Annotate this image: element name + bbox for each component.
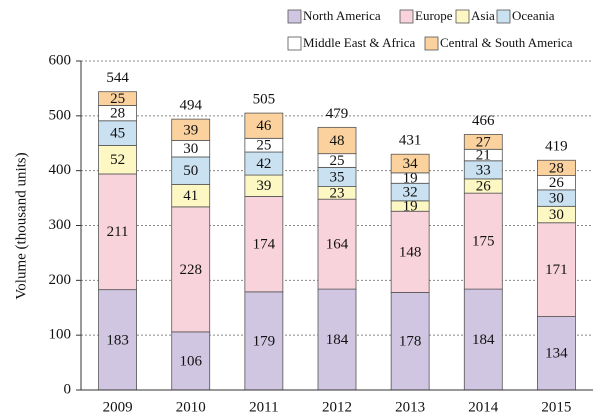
total-label: 494 xyxy=(179,98,202,114)
data-label: 27 xyxy=(476,134,492,150)
data-label: 28 xyxy=(110,106,125,122)
data-label: 148 xyxy=(399,244,422,260)
data-label: 45 xyxy=(110,126,125,142)
data-label: 30 xyxy=(549,207,564,223)
legend-label: North America xyxy=(303,8,381,23)
data-label: 48 xyxy=(330,133,345,149)
data-label: 50 xyxy=(183,163,198,179)
total-label: 479 xyxy=(326,106,349,122)
bar-segment xyxy=(98,145,137,175)
data-label: 35 xyxy=(330,169,345,185)
data-label: 134 xyxy=(545,346,568,362)
data-label: 178 xyxy=(399,334,422,350)
data-label: 171 xyxy=(545,262,568,278)
data-label: 26 xyxy=(476,178,492,194)
legend-label: Oceania xyxy=(512,8,555,23)
x-tick-label: 2013 xyxy=(395,399,425,415)
data-label: 32 xyxy=(403,184,418,200)
data-label: 42 xyxy=(256,156,271,172)
data-label: 30 xyxy=(549,191,564,207)
legend-swatch xyxy=(424,36,439,51)
data-label: 25 xyxy=(256,138,271,154)
data-label: 28 xyxy=(549,160,564,176)
legend-swatch xyxy=(399,9,414,24)
data-label: 33 xyxy=(476,162,491,178)
data-label: 184 xyxy=(326,332,349,348)
data-label: 25 xyxy=(110,91,125,107)
data-label: 39 xyxy=(256,178,271,194)
bar-segment xyxy=(98,91,137,106)
data-label: 23 xyxy=(330,185,345,201)
legend-label: Europe xyxy=(415,8,453,23)
bar-segment xyxy=(317,126,357,155)
data-label: 174 xyxy=(253,237,276,253)
data-label: 52 xyxy=(110,152,125,168)
x-tick-label: 2010 xyxy=(176,399,206,415)
bar-segment xyxy=(171,331,211,391)
bar-segment xyxy=(537,222,576,317)
legend-swatch xyxy=(287,9,302,24)
data-label: 228 xyxy=(179,262,202,278)
data-label: 164 xyxy=(326,237,349,253)
data-label: 19 xyxy=(403,171,418,187)
bar-segment xyxy=(390,210,430,293)
bar-segment xyxy=(537,316,576,391)
y-axis-label: Volume (thousand units) xyxy=(13,152,29,299)
bar-segment xyxy=(463,192,503,290)
bar-segment xyxy=(244,196,284,293)
y-tick-label: 400 xyxy=(49,162,72,178)
bar-segment xyxy=(98,173,137,291)
data-label: 46 xyxy=(256,118,272,134)
y-tick-label: 300 xyxy=(49,217,72,233)
data-label: 184 xyxy=(472,332,495,348)
legend-swatch xyxy=(496,9,511,24)
data-label: 39 xyxy=(183,122,198,138)
bar-segment xyxy=(463,288,503,391)
legend-swatch xyxy=(287,36,302,51)
data-label: 106 xyxy=(179,353,202,369)
data-label: 175 xyxy=(472,234,495,250)
data-label: 30 xyxy=(183,141,198,157)
x-tick-label: 2012 xyxy=(322,399,352,415)
x-tick-label: 2015 xyxy=(541,399,571,415)
data-label: 211 xyxy=(107,224,129,240)
data-label: 21 xyxy=(476,147,491,163)
data-label: 183 xyxy=(106,332,129,348)
bar-segment xyxy=(390,153,430,174)
y-tick-label: 0 xyxy=(64,381,72,397)
total-label: 544 xyxy=(106,70,129,86)
x-tick-label: 2011 xyxy=(249,399,278,415)
data-label: 19 xyxy=(403,198,418,214)
total-label: 466 xyxy=(472,113,495,129)
total-label: 431 xyxy=(399,133,422,149)
bar-segment xyxy=(171,206,211,333)
y-tick-label: 600 xyxy=(49,52,72,68)
y-tick-label: 200 xyxy=(49,272,72,288)
bar-segment xyxy=(244,112,284,139)
bar-segment xyxy=(537,159,576,177)
bar-segment xyxy=(98,120,137,146)
legend-label: Central & South America xyxy=(440,35,573,50)
bar-segment xyxy=(171,118,211,141)
x-tick-label: 2014 xyxy=(468,399,499,415)
legend-label: Asia xyxy=(471,8,495,23)
data-label: 179 xyxy=(253,333,276,349)
bar-segment xyxy=(98,289,137,391)
bar-segment xyxy=(317,198,357,290)
y-tick-label: 100 xyxy=(49,327,72,343)
data-label: 41 xyxy=(183,188,198,204)
legend-label: Middle East & Africa xyxy=(303,35,416,50)
data-label: 26 xyxy=(549,175,565,191)
total-label: 419 xyxy=(545,139,568,155)
bar-segment xyxy=(317,288,357,391)
data-label: 34 xyxy=(403,156,419,172)
data-label: 25 xyxy=(330,153,345,169)
legend-swatch xyxy=(455,9,470,24)
total-label: 505 xyxy=(253,92,276,108)
y-tick-label: 500 xyxy=(49,107,72,123)
x-tick-label: 2009 xyxy=(103,399,133,415)
bar-segment xyxy=(463,134,503,150)
bar-segment xyxy=(171,156,211,185)
